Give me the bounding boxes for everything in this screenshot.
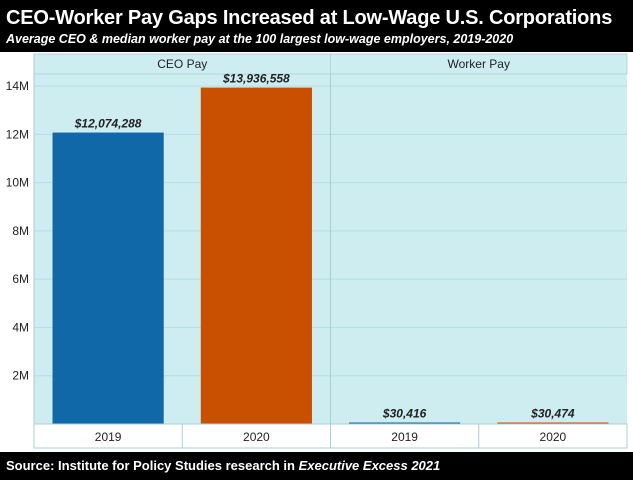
data-label: $30,416 [382,407,427,421]
bar [497,422,609,424]
panel-title: Worker Pay [448,57,510,71]
x-tick-label: 2019 [95,430,122,444]
y-tick-label: 6M [12,272,29,286]
source-prefix: Source: Institute for Policy Studies res… [6,458,299,473]
y-tick-label: 4M [12,320,29,334]
chart-title: CEO-Worker Pay Gaps Increased at Low-Wag… [6,7,613,29]
source-publication: Executive Excess 2021 [298,458,441,473]
chart-area: 2M 4M 6M 8M 10M 12M 14M CEO Pay $12,074,288 2019 $… [0,52,633,452]
source-note: Source: Institute for Policy Studies res… [6,458,440,474]
data-label: $30,474 [530,407,575,421]
y-tick-label: 10M [6,176,29,190]
bar [52,132,164,424]
x-tick-label: 2020 [540,430,567,444]
y-tick-label: 2M [12,369,29,383]
chart-subtitle: Average CEO & median worker pay at the 1… [6,32,514,46]
bar [349,422,461,424]
panel-title: CEO Pay [157,57,207,71]
x-tick-label: 2020 [243,430,270,444]
data-label: $12,074,288 [74,117,142,131]
y-tick-label: 14M [6,79,29,93]
y-tick-label: 12M [6,127,29,141]
data-label: $13,936,558 [222,72,290,86]
bar [200,87,312,424]
bar-chart: 2M 4M 6M 8M 10M 12M 14M CEO Pay $12,074,288 2019 $… [6,53,628,449]
panel-header [330,53,628,75]
chart-footer: Source: Institute for Policy Studies res… [0,452,633,480]
y-tick-label: 8M [12,224,29,238]
x-tick-label: 2019 [391,430,418,444]
chart-header: CEO-Worker Pay Gaps Increased at Low-Wag… [0,0,633,52]
